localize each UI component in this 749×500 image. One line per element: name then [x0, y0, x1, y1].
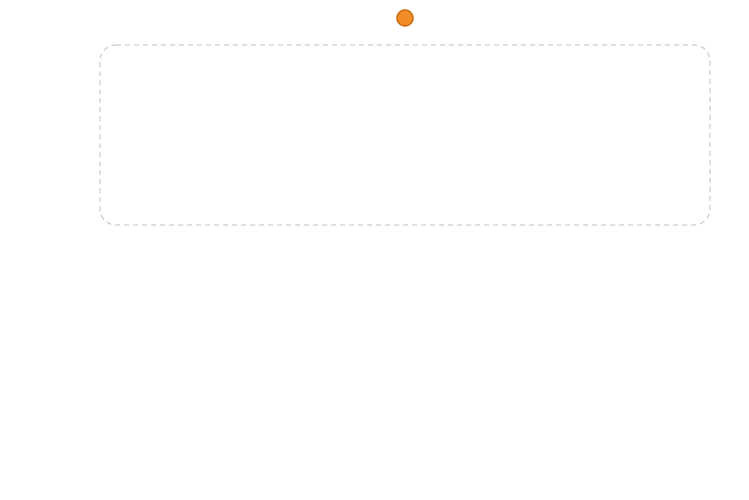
pctcvr-node	[397, 10, 413, 26]
	[0, 0, 749, 500]
